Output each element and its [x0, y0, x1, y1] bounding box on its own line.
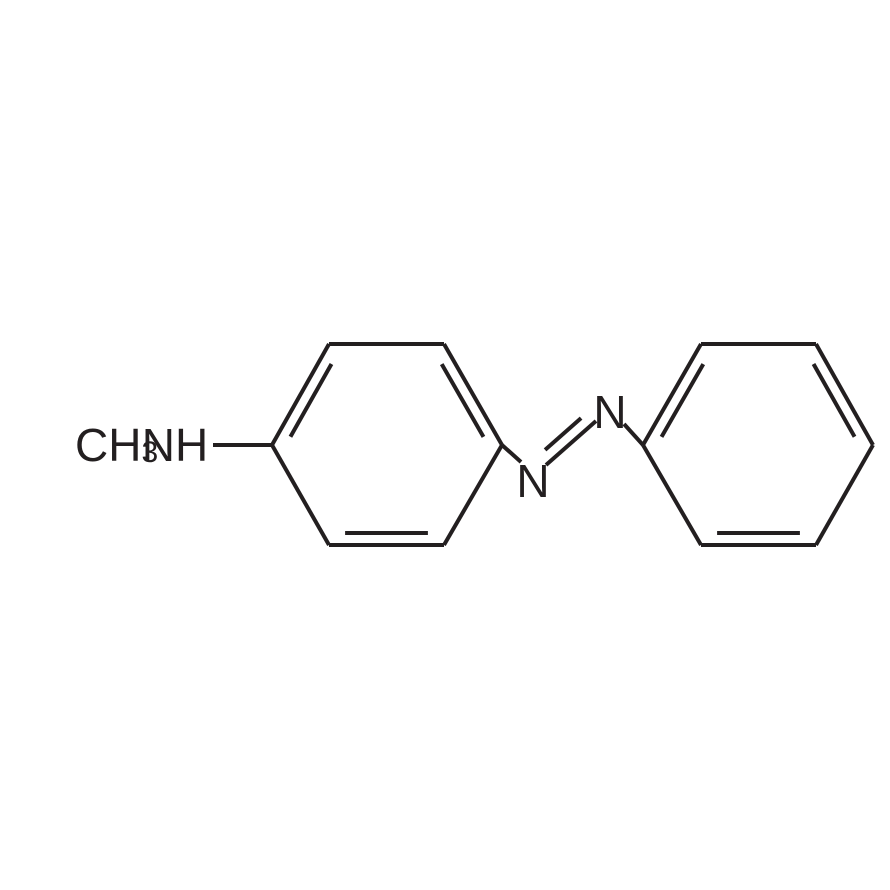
bond-r2c — [816, 344, 873, 445]
bond-r2a — [643, 344, 701, 445]
bond-r1a — [272, 344, 329, 445]
molecule-diagram: CH3NHNN — [0, 0, 890, 890]
bond-N2-ring2 — [624, 424, 643, 445]
bond-N1-N2-inner — [545, 418, 581, 450]
bond-r1f — [272, 445, 329, 545]
bond-r1c — [444, 344, 502, 445]
atom-label-NH: NH — [142, 419, 208, 471]
bond-r1d — [444, 445, 502, 545]
bond-r2d — [816, 445, 873, 545]
atom-label-N2: N — [593, 386, 626, 438]
atom-label-N1: N — [516, 455, 549, 507]
bond-r2f — [643, 445, 701, 545]
